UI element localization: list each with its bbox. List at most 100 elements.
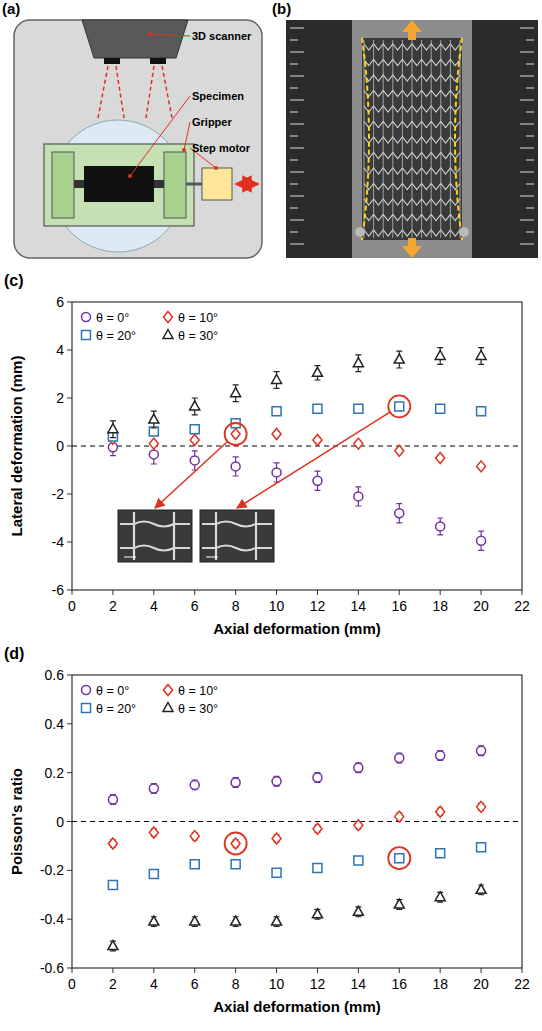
point	[313, 404, 322, 413]
y-tick	[67, 494, 72, 495]
x-tick-label: 2	[109, 598, 117, 614]
ruler-tick	[290, 76, 304, 77]
inset-bg	[118, 510, 192, 562]
gripper-frame	[44, 144, 194, 226]
legend-marker	[163, 330, 173, 339]
ruler-tick	[290, 184, 298, 185]
y-tick	[67, 302, 72, 303]
y-tick-label: -4	[52, 534, 65, 550]
screw	[186, 183, 202, 186]
inset-image	[200, 510, 274, 562]
y-tick-label: 4	[56, 342, 64, 358]
panel-label: (d)	[4, 645, 24, 662]
panel-label: (a)	[2, 0, 20, 17]
lattice-rib	[383, 40, 384, 238]
y-tick-label: -2	[52, 486, 65, 502]
point	[354, 492, 363, 501]
legend-label: θ = 30°	[178, 702, 218, 716]
x-tick-label: 14	[351, 976, 367, 992]
x-tick-label: 2	[109, 976, 117, 992]
reference-line	[72, 821, 522, 822]
x-tick	[399, 968, 400, 973]
leader-line	[130, 96, 190, 176]
y-tick-label: 2	[56, 390, 64, 406]
diagram-label: Specimen	[192, 90, 244, 102]
legend-marker	[164, 312, 173, 323]
x-tick	[112, 590, 113, 595]
legend-label: θ = 0°	[96, 684, 129, 698]
x-tick-label: 18	[432, 598, 448, 614]
ruler-tick	[290, 160, 298, 161]
point	[190, 916, 200, 925]
ruler-tick	[526, 160, 534, 161]
x-tick	[522, 590, 523, 595]
inset-arrow	[155, 441, 228, 508]
x-tick-label: 12	[310, 598, 326, 614]
ruler-tick	[520, 28, 534, 29]
inset-scale-bar	[124, 557, 136, 558]
grip	[154, 180, 164, 188]
y-tick	[67, 398, 72, 399]
y-tick-label: -6	[52, 582, 65, 598]
ruler-tick	[290, 40, 298, 41]
y-tick	[67, 870, 72, 871]
ruler-tick	[520, 76, 534, 77]
y-tick-label: 0	[56, 438, 64, 454]
y-tick-label: -0.6	[40, 960, 64, 976]
x-tick	[317, 968, 318, 973]
point	[231, 838, 240, 849]
x-tick	[194, 590, 195, 595]
y-tick-label: 0.4	[45, 716, 65, 732]
legend: θ = 0°θ = 10°θ = 20°θ = 30°	[82, 684, 219, 716]
point	[354, 856, 363, 865]
lattice-rib	[364, 40, 365, 238]
inset-image	[118, 510, 192, 562]
series	[108, 746, 485, 805]
legend-label: θ = 20°	[96, 702, 136, 716]
pin	[355, 227, 365, 237]
point	[149, 438, 158, 449]
x-tick-label: 20	[473, 598, 489, 614]
point	[353, 906, 363, 915]
ruler-tick	[290, 136, 298, 137]
ruler-tick	[290, 148, 304, 149]
point	[272, 868, 281, 877]
leader-line	[184, 122, 190, 150]
point	[354, 404, 363, 413]
point	[312, 909, 322, 918]
specimen	[84, 166, 154, 202]
x-tick	[317, 590, 318, 595]
leader-dot	[128, 174, 132, 178]
highlight-circle	[225, 423, 247, 445]
point	[231, 778, 240, 787]
point	[435, 351, 445, 360]
photo-background	[286, 20, 538, 258]
legend-marker	[82, 331, 91, 340]
y-tick-label: 0	[56, 814, 64, 830]
ruler-tick	[290, 88, 298, 89]
point	[231, 462, 240, 471]
inset-strut	[133, 512, 135, 560]
inset-strut	[120, 546, 190, 551]
point	[395, 854, 404, 863]
ruler-tick	[526, 208, 534, 209]
ruler-tick	[290, 112, 298, 113]
x-tick-label: 8	[232, 976, 240, 992]
scan-beam	[98, 66, 108, 118]
plot-frame	[72, 302, 522, 590]
point	[231, 429, 240, 440]
scan-beam	[116, 66, 124, 118]
point	[395, 445, 404, 456]
point	[313, 476, 322, 485]
grip	[74, 180, 84, 188]
inset-strut	[173, 512, 175, 560]
x-tick	[358, 590, 359, 595]
point	[272, 833, 281, 844]
point	[477, 843, 486, 852]
scan-beam	[162, 66, 172, 118]
point	[313, 773, 322, 782]
ruler-tick	[520, 244, 534, 245]
x-tick	[358, 968, 359, 973]
ruler-tick	[290, 124, 304, 125]
y-tick	[67, 723, 72, 724]
